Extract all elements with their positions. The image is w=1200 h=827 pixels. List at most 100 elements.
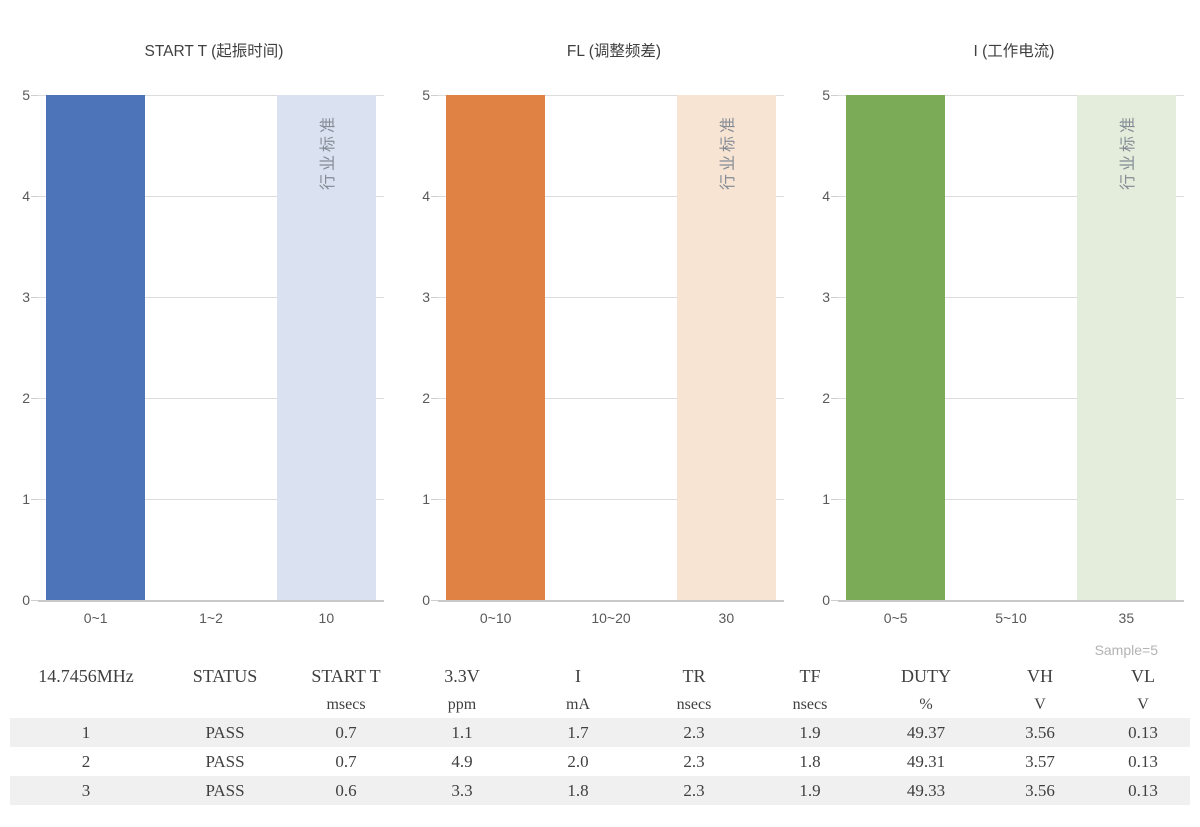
y-tick-label: 1: [422, 491, 430, 507]
column-header: VH V: [1027, 666, 1053, 713]
y-tick: [31, 95, 38, 96]
x-tick-label: 1~2: [199, 610, 223, 626]
bar-chart-current: I (工作电流) 5 4 3 2 1 0 行业标准: [800, 0, 1200, 626]
x-axis-labels: 0~10 10~20 30: [438, 610, 784, 626]
column-header: DUTY %: [901, 666, 951, 713]
vl-value: 0.13: [1128, 723, 1158, 742]
status-value: PASS: [205, 781, 245, 800]
gridline: [438, 297, 784, 298]
tf-value: 1.9: [799, 723, 821, 742]
industry-standard-label: 行业标准: [320, 113, 338, 191]
column-header: START T msecs: [311, 666, 381, 713]
y-tick: [831, 95, 838, 96]
vl-value: 0.13: [1128, 781, 1158, 800]
gridline: [838, 499, 1184, 500]
y-tick: [431, 297, 438, 298]
y-tick: [31, 600, 38, 601]
plot-area: 5 4 3 2 1 0 行业标准: [422, 87, 784, 608]
y-tick-label: 2: [422, 390, 430, 406]
x-axis-labels: 0~5 5~10 35: [838, 610, 1184, 626]
vh-value: 3.56: [1025, 781, 1055, 800]
bar-industry-standard: 行业标准: [1076, 95, 1176, 600]
x-tick-label: 35: [1118, 610, 1135, 626]
x-axis-labels: 0~1 1~2 10: [38, 610, 384, 626]
y-tick: [831, 499, 838, 500]
column-header: VL V: [1131, 666, 1155, 713]
y-tick-label: 5: [822, 87, 830, 103]
vl-value: 0.13: [1128, 752, 1158, 771]
y-tick-label: 5: [22, 87, 30, 103]
vh-value: 3.57: [1025, 752, 1055, 771]
start-t-value: 0.7: [335, 723, 357, 742]
industry-standard-label: 行业标准: [720, 113, 738, 191]
bar-chart-start-t: START T (起振时间) 5 4 3 2 1 0 行业标准: [0, 0, 400, 626]
y-tick: [831, 196, 838, 197]
sample-size-note: Sample=5: [1094, 642, 1158, 658]
y-tick: [31, 297, 38, 298]
charts-row: START T (起振时间) 5 4 3 2 1 0 行业标准: [0, 0, 1200, 626]
table-header-row: 14.7456MHz STATUS START T msecs 3.3V ppm…: [10, 660, 1190, 718]
y-tick-label: 3: [822, 289, 830, 305]
column-header: 3.3V ppm: [444, 666, 480, 713]
plot-area: 5 4 3 2 1 0 行业标准: [822, 87, 1184, 608]
vh-value: 3.56: [1025, 723, 1055, 742]
x-tick-label: 0~5: [883, 610, 908, 626]
y-tick: [31, 398, 38, 399]
bars: 行业标准: [38, 95, 384, 600]
column-header: TR nsecs: [676, 666, 712, 713]
plot-area: 5 4 3 2 1 0 行业标准: [22, 87, 384, 608]
current-value: 2.0: [567, 752, 589, 771]
column-header: STATUS: [192, 666, 258, 686]
table-row: 3 PASS 0.6 3.3 1.8 2.3 1.9 49.33 3.56 0.…: [10, 776, 1190, 805]
gridline: [38, 499, 384, 500]
y-tick-label: 1: [822, 491, 830, 507]
ppm-value: 3.3: [451, 781, 473, 800]
bar-measured: [446, 95, 546, 600]
sample-number: 1: [81, 723, 91, 742]
y-tick-label: 0: [822, 592, 830, 608]
gridline: [38, 95, 384, 96]
bar-industry-standard: 行业标准: [676, 95, 776, 600]
x-tick-label: 5~10: [995, 610, 1027, 626]
y-tick: [431, 95, 438, 96]
status-value: PASS: [205, 723, 245, 742]
y-tick-label: 3: [422, 289, 430, 305]
y-tick: [31, 196, 38, 197]
gridline: [838, 398, 1184, 399]
gridline: [38, 398, 384, 399]
bar-chart-fl: FL (调整频差) 5 4 3 2 1 0 行业标准: [400, 0, 800, 626]
y-tick-label: 5: [422, 87, 430, 103]
sample-number: 3: [81, 781, 91, 800]
tf-value: 1.9: [799, 781, 821, 800]
bars: 行业标准: [438, 95, 784, 600]
x-axis-line: [38, 600, 384, 602]
y-tick-label: 0: [22, 592, 30, 608]
x-axis-line: [438, 600, 784, 602]
industry-standard-label: 行业标准: [1120, 113, 1138, 191]
gridline: [438, 196, 784, 197]
tr-value: 2.3: [683, 752, 705, 771]
x-axis-line: [838, 600, 1184, 602]
table-row: 1 PASS 0.7 1.1 1.7 2.3 1.9 49.37 3.56 0.…: [10, 718, 1190, 747]
x-tick-label: 0~1: [83, 610, 108, 626]
ppm-value: 1.1: [451, 723, 473, 742]
tf-value: 1.8: [799, 752, 821, 771]
bar-measured: [46, 95, 146, 600]
chart-title: FL (调整频差): [566, 43, 662, 60]
column-header: TF nsecs: [792, 666, 828, 713]
y-tick-label: 2: [822, 390, 830, 406]
gridline: [838, 95, 1184, 96]
current-value: 1.7: [567, 723, 589, 742]
chart-title: START T (起振时间): [144, 43, 284, 60]
y-tick: [31, 499, 38, 500]
bar-measured: [846, 95, 946, 600]
gridline: [438, 499, 784, 500]
y-tick: [831, 398, 838, 399]
gridline: [438, 95, 784, 96]
tr-value: 2.3: [683, 723, 705, 742]
y-tick: [431, 600, 438, 601]
gridline: [38, 196, 384, 197]
x-tick-label: 10~20: [591, 610, 631, 626]
tr-value: 2.3: [683, 781, 705, 800]
x-tick-label: 0~10: [479, 610, 512, 626]
